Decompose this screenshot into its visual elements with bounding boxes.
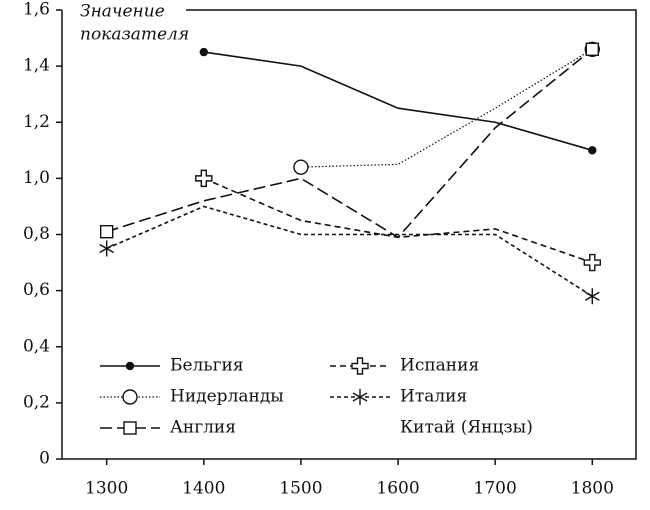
y-tick-label: 1,4: [23, 56, 50, 76]
y-tick-label: 1,6: [23, 0, 50, 20]
marker: [99, 240, 115, 257]
marker: [293, 159, 309, 175]
legend-label: Испания: [400, 356, 479, 376]
legend-marker: [123, 421, 137, 435]
marker: [199, 47, 209, 57]
x-tick-label: 1700: [474, 479, 517, 499]
legend-marker: [352, 389, 368, 405]
y-tick-label: 1,2: [23, 112, 50, 132]
marker: [195, 169, 213, 188]
series-line: [203, 51, 593, 152]
marker: [585, 42, 599, 56]
axis-frame: [61, 9, 637, 460]
legend-label: Италия: [400, 387, 467, 407]
marker: [583, 253, 601, 272]
legend-marker: [351, 357, 369, 375]
marker: [99, 224, 114, 239]
y-tick-label: 0,6: [23, 280, 50, 300]
legend-label: Нидерланды: [170, 387, 284, 407]
y-tick-label: 0,8: [23, 224, 50, 244]
series-line: [106, 205, 593, 297]
x-tick-label: 1800: [571, 479, 614, 499]
legend-marker: [125, 361, 135, 371]
series-line: [106, 48, 593, 239]
y-tick-label: 0,4: [23, 336, 50, 356]
legend-label: Англия: [170, 418, 236, 438]
y-tick-label: 0: [39, 449, 50, 469]
y-axis-label: Значение: [80, 2, 165, 22]
x-tick-label: 1600: [376, 479, 419, 499]
x-tick-label: 1300: [85, 479, 128, 499]
y-tick-label: 1,0: [23, 168, 50, 188]
series-line: [203, 177, 593, 264]
x-tick-label: 1400: [182, 479, 225, 499]
y-axis-label: показателя: [80, 25, 189, 45]
x-tick-label: 1500: [279, 479, 322, 499]
legend-label: Бельгия: [170, 356, 244, 376]
legend-label: Китай (Янцзы): [400, 418, 533, 438]
y-tick-label: 0,2: [23, 392, 50, 412]
series-line: [300, 48, 593, 168]
marker: [588, 146, 597, 155]
marker: [584, 288, 600, 305]
legend-marker: [122, 389, 138, 405]
